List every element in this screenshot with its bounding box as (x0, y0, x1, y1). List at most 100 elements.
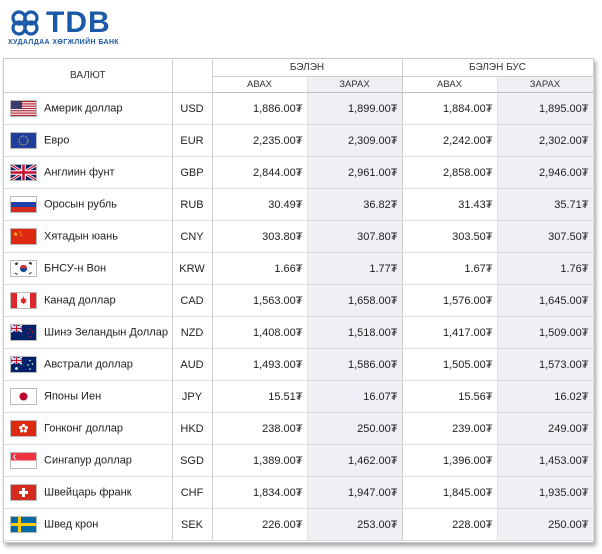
rate-row-hkd: Гонконг доллар HKD 238.00₮ 250.00₮ 239.00₮ 24… (4, 412, 594, 445)
rate-row-usd: Америк доллар USD 1,886.00₮ 1,899.00₮ 1,884.… (4, 92, 594, 125)
currency-cell: БНСУ-н Вон (4, 252, 173, 285)
currency-code: USD (172, 92, 213, 125)
noncash-buy-rate: 239.00₮ (402, 412, 498, 445)
rate-row-gbp: Англиин фунт GBP 2,844.00₮ 2,961.00₮ 2,858.0… (4, 156, 594, 189)
noncash-buy-rate: 31.43₮ (402, 188, 498, 221)
currency-code: NZD (172, 316, 213, 349)
rate-row-cny: ★ ★ ★ Хятадын юань CNY 303.80₮ 307.80₮ 303.50₮ 3… (4, 220, 594, 253)
flag-hong-kong-icon (10, 420, 37, 437)
currency-name: БНСУ-н Вон (44, 262, 107, 275)
cash-sell-rate: 1.77₮ (307, 252, 403, 285)
currency-cell: Евро (4, 124, 173, 157)
currency-code: CNY (172, 220, 213, 253)
cash-buy-rate: 1,886.00₮ (212, 92, 308, 125)
noncash-sell-rate: 307.50₮ (497, 220, 594, 253)
rate-row-sgd: Сингапур доллар SGD 1,389.00₮ 1,462.00₮ 1,39… (4, 444, 594, 477)
currency-name: Гонконг доллар (44, 422, 123, 435)
currency-code: GBP (172, 156, 213, 189)
flag-uk-icon (10, 164, 37, 181)
cash-buy-rate: 30.49₮ (212, 188, 308, 221)
noncash-sell-rate: 1,645.00₮ (497, 284, 594, 317)
cash-sell-rate: 307.80₮ (307, 220, 403, 253)
flag-usa-icon (10, 100, 37, 117)
cash-sell-rate: 253.00₮ (307, 508, 403, 541)
noncash-buy-rate: 303.50₮ (402, 220, 498, 253)
noncash-sell-header: ЗАРАХ (497, 76, 594, 93)
currency-name: Евро (44, 134, 70, 147)
cash-buy-rate: 1.66₮ (212, 252, 308, 285)
flag-canada-icon (10, 292, 37, 309)
currency-cell: Австрали доллар (4, 348, 173, 381)
currency-name: Шинэ Зеландын Доллар (44, 326, 168, 339)
cash-sell-rate: 1,462.00₮ (307, 444, 403, 477)
cash-buy-rate: 226.00₮ (212, 508, 308, 541)
cash-sell-rate: 2,961.00₮ (307, 156, 403, 189)
currency-name: Канад доллар (44, 294, 116, 307)
bank-logo[interactable]: TDB ХУДАЛДАА ХӨГЖЛИЙН БАНК (6, 6, 126, 50)
currency-name: Японы Иен (44, 390, 102, 403)
currency-cell: Сингапур доллар (4, 444, 173, 477)
cash-sell-header: ЗАРАХ (307, 76, 403, 93)
currency-name: Сингапур доллар (44, 454, 132, 467)
flag-australia-icon (10, 356, 37, 373)
rate-row-cad: Канад доллар CAD 1,563.00₮ 1,658.00₮ 1,576.0… (4, 284, 594, 317)
rate-row-nzd: Шинэ Зеландын Доллар NZD 1,408.00₮ 1,518.00… (4, 316, 594, 349)
cash-group-header: БЭЛЭН (212, 59, 403, 77)
currency-cell: ★ ★ ★ Хятадын юань (4, 220, 173, 253)
flag-china-icon: ★ ★ ★ (10, 228, 37, 245)
cash-buy-rate: 1,834.00₮ (212, 476, 308, 509)
cash-sell-rate: 2,309.00₮ (307, 124, 403, 157)
currency-code: SGD (172, 444, 213, 477)
currency-cell: Швед крон (4, 508, 173, 541)
currency-code: RUB (172, 188, 213, 221)
currency-cell: Канад доллар (4, 284, 173, 317)
currency-code: CAD (172, 284, 213, 317)
currency-code: AUD (172, 348, 213, 381)
currency-name: Австрали доллар (44, 358, 133, 371)
noncash-sell-rate: 1,509.00₮ (497, 316, 594, 349)
currency-cell: Оросын рубль (4, 188, 173, 221)
cash-buy-rate: 1,389.00₮ (212, 444, 308, 477)
cash-buy-rate: 1,563.00₮ (212, 284, 308, 317)
tdb-knot-icon (11, 10, 39, 36)
svg-text:★: ★ (13, 231, 18, 238)
noncash-buy-rate: 15.56₮ (402, 380, 498, 413)
cash-buy-rate: 2,235.00₮ (212, 124, 308, 157)
cash-sell-rate: 1,947.00₮ (307, 476, 403, 509)
brand-name: TDB (46, 6, 111, 39)
rate-row-jpy: Японы Иен JPY 15.51₮ 16.07₮ 15.56₮ 16.02₮ (4, 380, 594, 413)
noncash-sell-rate: 2,302.00₮ (497, 124, 594, 157)
currency-cell: Англиин фунт (4, 156, 173, 189)
noncash-buy-rate: 1,505.00₮ (402, 348, 498, 381)
flag-korea-icon (10, 260, 37, 277)
noncash-buy-rate: 1,417.00₮ (402, 316, 498, 349)
cash-sell-rate: 36.82₮ (307, 188, 403, 221)
rate-row-sek: Швед крон SEK 226.00₮ 253.00₮ 228.00₮ 250.00₮ (4, 508, 594, 541)
currency-name: Оросын рубль (44, 198, 117, 211)
cash-buy-rate: 15.51₮ (212, 380, 308, 413)
noncash-buy-rate: 228.00₮ (402, 508, 498, 541)
cash-buy-rate: 1,493.00₮ (212, 348, 308, 381)
noncash-sell-rate: 35.71₮ (497, 188, 594, 221)
flag-eu-icon (10, 132, 37, 149)
flag-switzerland-icon (10, 484, 37, 501)
cash-sell-rate: 1,658.00₮ (307, 284, 403, 317)
cash-buy-rate: 1,408.00₮ (212, 316, 308, 349)
noncash-group-header: БЭЛЭН БУС (402, 59, 594, 77)
currency-code: SEK (172, 508, 213, 541)
rate-row-rub: Оросын рубль RUB 30.49₮ 36.82₮ 31.43₮ 35.71₮ (4, 188, 594, 221)
currency-code: CHF (172, 476, 213, 509)
noncash-sell-rate: 1,895.00₮ (497, 92, 594, 125)
noncash-buy-rate: 1.67₮ (402, 252, 498, 285)
noncash-sell-rate: 1,453.00₮ (497, 444, 594, 477)
currency-name: Англиин фунт (44, 166, 115, 179)
flag-new-zealand-icon (10, 324, 37, 341)
brand-subtitle: ХУДАЛДАА ХӨГЖЛИЙН БАНК (8, 39, 120, 46)
cash-sell-rate: 16.07₮ (307, 380, 403, 413)
cash-sell-rate: 1,899.00₮ (307, 92, 403, 125)
flag-japan-icon (10, 388, 37, 405)
svg-text:★: ★ (20, 233, 23, 237)
cash-sell-rate: 1,586.00₮ (307, 348, 403, 381)
currency-name: Хятадын юань (44, 230, 118, 243)
noncash-sell-rate: 1,935.00₮ (497, 476, 594, 509)
